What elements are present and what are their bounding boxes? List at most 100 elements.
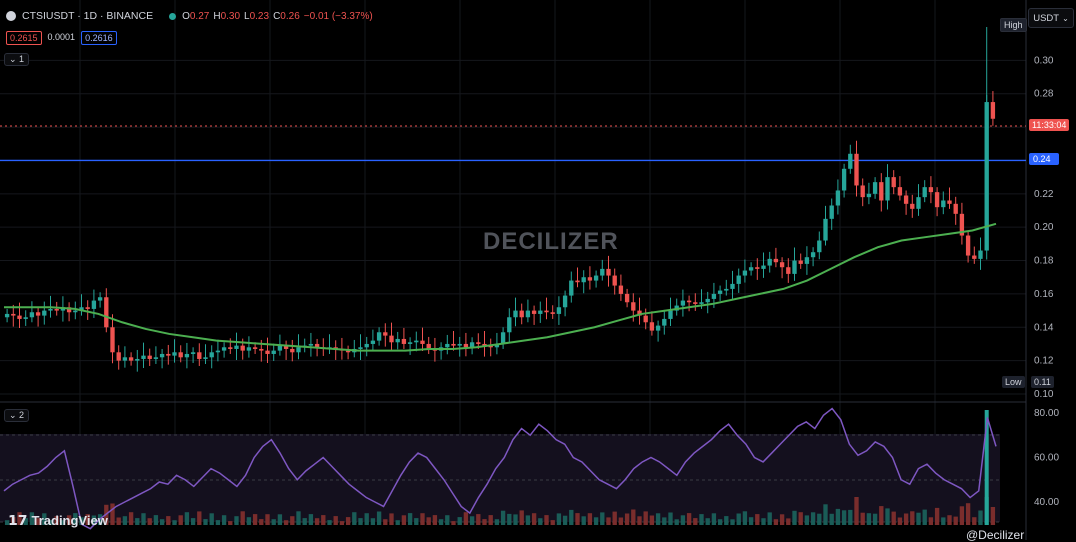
candle-body <box>314 343 320 348</box>
candle-body <box>401 338 407 344</box>
volume-bar <box>792 510 797 525</box>
candle-body <box>85 307 90 309</box>
tradingview-brand[interactable]: 𝟭𝟳 TradingView <box>8 512 108 529</box>
volume-bar <box>469 516 475 525</box>
symbol-line[interactable]: CTSIUSDT · 1D · BINANCE <box>22 10 154 22</box>
volume-bar <box>593 517 599 525</box>
candle-body <box>364 343 369 348</box>
volume-bar <box>538 518 543 525</box>
volume-bar <box>259 519 264 525</box>
price-tick: 0.10 <box>1034 389 1054 400</box>
volume-bar <box>376 511 382 525</box>
volume-bar <box>314 518 320 525</box>
volume-bar <box>414 518 419 525</box>
candle-body <box>122 357 128 361</box>
author-tag: @Decilizer <box>966 528 1025 542</box>
candle-body <box>476 342 481 344</box>
candle-body <box>581 277 586 283</box>
candle-body <box>897 187 903 196</box>
volume-bar <box>891 511 896 525</box>
currency-label: USDT <box>1033 12 1060 24</box>
volume-bar <box>240 511 245 525</box>
volume-bar <box>643 511 648 525</box>
candle-body <box>457 343 462 346</box>
volume-bar <box>66 515 72 525</box>
candle-body <box>872 182 878 194</box>
hline-price-tag[interactable]: 0.24 <box>1029 153 1059 165</box>
rsi-pane <box>3 407 997 530</box>
volume-bar <box>662 517 667 525</box>
volume-bar <box>451 521 456 525</box>
candle-body <box>513 310 518 318</box>
ask-price[interactable]: 0.2616 <box>81 31 117 45</box>
candle-body <box>804 257 810 264</box>
volume-bar <box>29 512 35 525</box>
volume-bar <box>736 513 741 525</box>
rsi-tick: 40.00 <box>1034 497 1059 508</box>
spread-value: 0.0001 <box>47 32 76 42</box>
price-tick: 0.12 <box>1034 356 1054 367</box>
volume-bar <box>934 507 940 525</box>
main-pane-toggle[interactable]: ⌄ 1 <box>4 53 30 66</box>
candle-body <box>817 240 822 253</box>
volume-bar <box>879 506 884 525</box>
volume-bar <box>978 510 983 525</box>
candle-body <box>928 187 934 193</box>
candle-body <box>916 197 921 209</box>
candle-body <box>395 338 400 343</box>
volume-bar <box>364 513 369 525</box>
volume-bar <box>283 520 289 525</box>
bid-price[interactable]: 0.2615 <box>6 31 42 45</box>
volume-bar <box>494 519 500 525</box>
price-tick: 0.30 <box>1034 55 1054 66</box>
rsi-band <box>0 434 1000 522</box>
volume-bar <box>42 513 47 525</box>
volume-bar <box>308 514 314 525</box>
candle-body <box>240 345 245 351</box>
volume-bar <box>345 517 351 525</box>
volume-bar <box>23 518 28 525</box>
candle-body <box>724 288 729 291</box>
candle-body <box>110 327 115 353</box>
volume-bar <box>277 514 283 525</box>
main-pane-number: 1 <box>19 54 25 64</box>
candle-body <box>562 295 568 308</box>
candle-body <box>507 317 512 333</box>
ctsi-logo-icon <box>6 11 16 21</box>
candle-body <box>135 358 140 361</box>
candle-body <box>283 345 289 349</box>
ohlc-item: C0.26 <box>273 10 300 22</box>
candle-body <box>370 340 376 344</box>
volume-bar <box>476 514 481 525</box>
candle-body <box>810 252 816 258</box>
volume-bar <box>829 513 834 525</box>
candle-body <box>116 352 121 361</box>
rsi-pane-toggle[interactable]: ⌄ 2 <box>4 409 30 422</box>
volume-bar <box>389 513 394 525</box>
volume-bar <box>35 518 41 525</box>
candle-body <box>277 345 283 351</box>
volume-bar <box>897 517 903 525</box>
candle-body <box>500 332 506 344</box>
candle-body <box>941 200 946 208</box>
volume-bar <box>761 518 766 525</box>
candle-body <box>934 192 940 208</box>
candle-body <box>17 315 22 319</box>
ohlc-values: O0.27 H0.30 L0.23 C0.26 −0.01 (−3.37%) <box>182 11 377 22</box>
volume-bar <box>544 515 549 525</box>
volume-bar <box>860 512 865 525</box>
candle-body <box>841 168 847 191</box>
currency-select[interactable]: USDT ⌄ <box>1028 8 1074 28</box>
candle-body <box>773 258 779 263</box>
volume-bar <box>928 517 934 525</box>
candle-body <box>600 268 605 276</box>
volume-bar <box>500 510 506 525</box>
candle-body <box>848 153 853 169</box>
candle-body <box>290 348 295 353</box>
candle-body <box>488 345 493 348</box>
volume-bar <box>817 513 822 525</box>
volume-bar <box>513 514 518 525</box>
candle-body <box>972 255 977 259</box>
volume-bar <box>798 512 803 525</box>
